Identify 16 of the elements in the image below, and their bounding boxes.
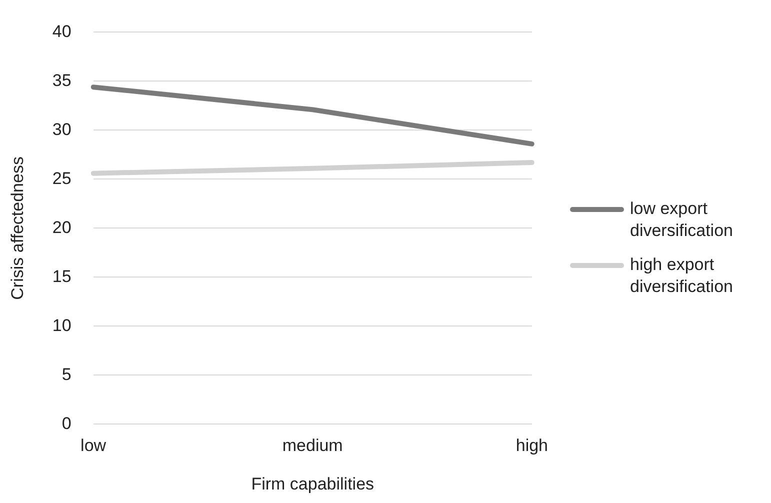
x-axis-title: Firm capabilities bbox=[251, 474, 374, 494]
y-tick-label: 10 bbox=[52, 316, 72, 335]
y-tick-label: 0 bbox=[62, 414, 72, 433]
legend-label: low export diversification bbox=[630, 198, 734, 242]
y-tick-label: 30 bbox=[52, 120, 72, 139]
y-tick-label: 5 bbox=[62, 364, 72, 384]
y-tick-label: 15 bbox=[52, 266, 72, 286]
legend-label: high export diversification bbox=[630, 254, 734, 298]
y-tick-label: 35 bbox=[52, 70, 72, 90]
y-axis-title: Crisis affectedness bbox=[8, 156, 27, 300]
x-tick-label: high bbox=[516, 436, 548, 456]
x-tick-label: low bbox=[80, 436, 107, 456]
y-tick-label: 25 bbox=[52, 168, 72, 188]
y-tick-label: 20 bbox=[52, 218, 72, 237]
x-tick-label: medium bbox=[282, 436, 343, 456]
y-tick-label: 40 bbox=[52, 22, 72, 41]
